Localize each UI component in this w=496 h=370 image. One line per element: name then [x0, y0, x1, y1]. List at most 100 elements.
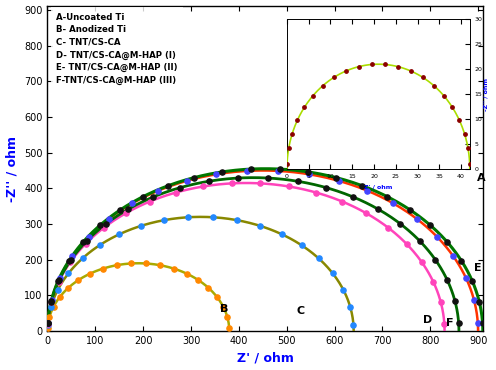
Point [55, 279, 63, 285]
Point [225, 325, 233, 331]
Point [170, 266, 178, 272]
Point [183, 178, 190, 184]
Point [44, 320, 52, 326]
Point [363, 211, 371, 216]
Point [79, 239, 87, 245]
Point [264, 175, 272, 181]
Point [322, 185, 330, 191]
Point [46, 314, 54, 320]
Point [185, 214, 192, 220]
Point [474, 320, 482, 326]
Point [96, 242, 104, 248]
Point [440, 321, 448, 327]
Point [44, 320, 52, 326]
Point [122, 211, 129, 216]
Text: A: A [477, 173, 485, 183]
Point [233, 217, 241, 223]
Point [146, 199, 154, 205]
X-axis label: Z' / ohm: Z' / ohm [237, 352, 294, 364]
Point [457, 258, 465, 264]
Point [449, 253, 457, 259]
Point [374, 206, 382, 212]
Point [204, 285, 212, 291]
Point [455, 320, 463, 326]
Point [433, 233, 441, 239]
Point [314, 255, 322, 261]
Point [105, 216, 113, 222]
Point [413, 216, 421, 222]
Point [349, 194, 357, 200]
Point [115, 231, 123, 237]
Point [218, 169, 226, 175]
Y-axis label: -Z'' / ohm: -Z'' / ohm [5, 136, 18, 202]
Point [149, 194, 157, 200]
Point [429, 279, 437, 285]
Point [113, 262, 121, 268]
Point [199, 184, 207, 189]
Point [432, 257, 439, 263]
Text: F: F [445, 318, 453, 328]
Point [83, 238, 91, 244]
Point [47, 299, 55, 305]
Point [209, 214, 217, 220]
Point [304, 169, 312, 175]
Point [312, 190, 320, 196]
Point [437, 299, 445, 305]
Point [338, 199, 346, 205]
Point [177, 185, 185, 191]
Point [418, 259, 426, 265]
Point [274, 168, 282, 174]
Point [67, 257, 75, 263]
Point [127, 260, 135, 266]
Point [54, 287, 62, 293]
Point [47, 299, 55, 305]
Point [96, 222, 104, 228]
Point [243, 168, 251, 174]
Point [346, 304, 354, 310]
Point [78, 255, 86, 261]
Point [443, 277, 451, 283]
Point [54, 278, 62, 284]
Point [124, 206, 132, 212]
Point [156, 262, 164, 268]
Point [470, 297, 478, 303]
Point [205, 178, 213, 184]
Point [247, 166, 255, 172]
Point [160, 217, 168, 223]
Point [294, 178, 302, 184]
Point [451, 298, 459, 304]
Point [468, 278, 476, 284]
Point [56, 294, 64, 300]
Point [48, 297, 56, 303]
Text: A-Uncoated Ti
B- Anodized Ti
C- TNT/CS-CA
D- TNT/CS-CA@M-HAP (I)
E- TNT/CS-CA@M-: A-Uncoated Ti B- Anodized Ti C- TNT/CS-C… [56, 13, 178, 85]
Point [213, 294, 221, 300]
Point [359, 183, 367, 189]
Point [406, 207, 414, 213]
Point [383, 194, 391, 199]
Point [48, 298, 56, 304]
Point [278, 231, 286, 237]
Text: B: B [220, 304, 229, 314]
Point [256, 181, 264, 186]
Point [117, 207, 124, 213]
Point [396, 221, 404, 227]
Point [212, 171, 220, 177]
Point [50, 303, 58, 309]
Point [55, 277, 63, 283]
Point [443, 239, 451, 245]
Point [276, 166, 284, 172]
Point [47, 304, 55, 310]
Point [329, 270, 337, 276]
Point [190, 175, 198, 181]
Point [223, 314, 231, 320]
Point [74, 277, 82, 283]
Point [85, 233, 93, 239]
Point [128, 201, 136, 206]
Point [335, 178, 343, 184]
Point [403, 241, 411, 247]
Point [462, 275, 470, 280]
Point [364, 188, 372, 194]
Point [44, 325, 52, 331]
Point [256, 223, 264, 229]
Text: C: C [297, 306, 305, 316]
